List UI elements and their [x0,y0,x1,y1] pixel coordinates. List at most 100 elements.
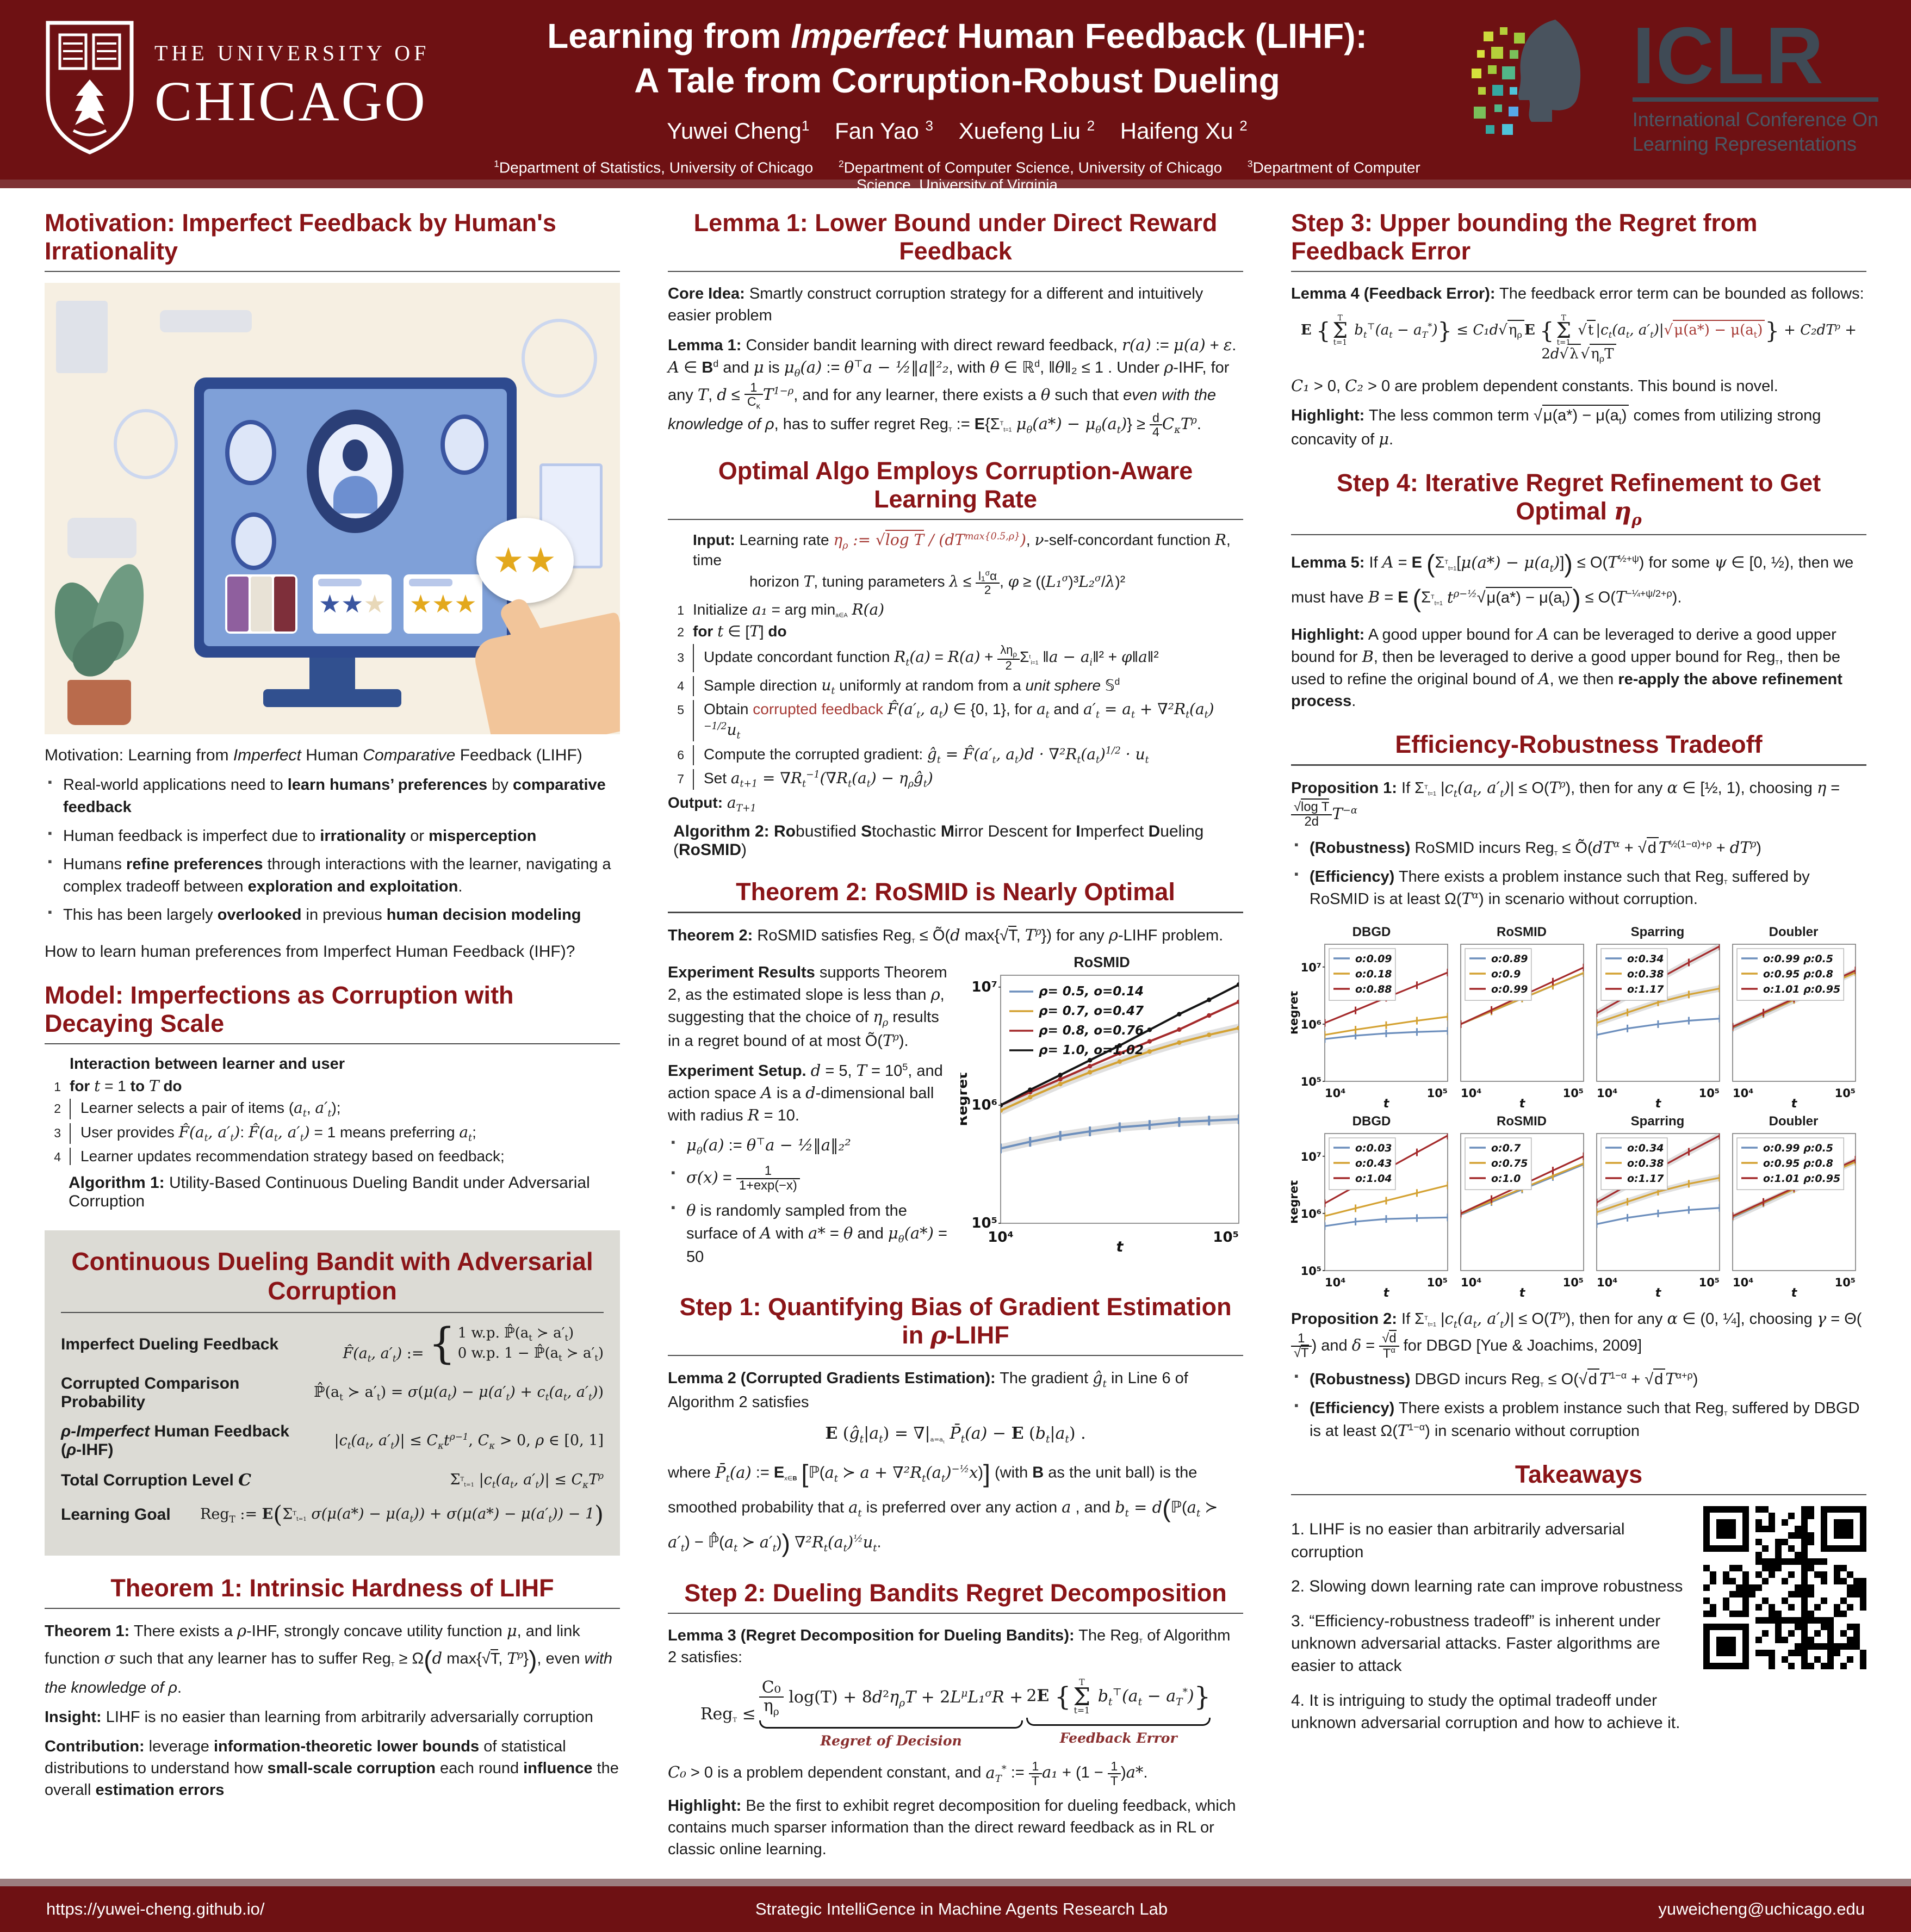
footer-email-link[interactable]: yuweicheng@uchicago.edu [1658,1899,1865,1919]
svg-text:o:0.99 ρ:0.5: o:0.99 ρ:0.5 [1763,1142,1833,1154]
divider [45,1607,620,1609]
chart-title: Sparring [1630,924,1685,939]
theorem2-heading: Theorem 2: RoSMID is Nearly Optimal [736,878,1175,906]
iclr-acronym: ICLR [1632,15,1878,102]
footer-lab-name: Strategic IntelliGence in Machine Agents… [755,1899,1168,1919]
box-row: Total Corruption Level C ΣTt=1 |ct(at, a′… [61,1470,604,1490]
svg-text:10⁵: 10⁵ [971,1215,997,1231]
chart-title: DBGD [1352,1113,1391,1129]
monitor-graphic: ★★ ★ ★★★ [194,377,517,658]
lemma4-intro: Lemma 4 (Feedback Error): The feedback e… [1291,285,1864,302]
svg-text:10⁵: 10⁵ [1699,1276,1720,1289]
svg-text:10⁵: 10⁵ [1301,1265,1321,1278]
column-middle: Lemma 1: Lower Bound under Direct Reward… [668,209,1243,1868]
svg-text:10⁴: 10⁴ [1461,1276,1481,1289]
model-heading: Model: Imperfections as Corruption with … [45,981,514,1038]
svg-text:10⁵: 10⁵ [1835,1276,1856,1289]
svg-text:Regret: Regret [1291,991,1300,1035]
svg-text:10⁴: 10⁴ [1597,1087,1617,1100]
lemma4-constants: C₁ > 0, C₂ > 0 are problem dependent con… [1291,376,1778,395]
divider [668,1354,1243,1357]
svg-text:10⁴: 10⁴ [1597,1276,1617,1289]
svg-text:10⁴: 10⁴ [1733,1276,1753,1289]
theorem1-body: Theorem 1: There exists a ρ-IHF, strongl… [45,1621,613,1697]
column-left: Motivation: Imperfect Feedback by Human'… [45,209,620,1868]
prop1-bullets: (Robustness) RoSMID incurs RegT ≤ Õ(dTα … [1291,837,1866,911]
rating-card-gold: ★★★ [404,574,483,634]
step4-heading: Step 4: Iterative Regret Refinement to G… [1336,468,1821,529]
svg-text:10⁵: 10⁵ [1427,1276,1448,1289]
divider [668,518,1243,521]
svg-text:o:0.75: o:0.75 [1491,1157,1528,1169]
theorem2-body: Theorem 2: RoSMID satisfies RegT ≤ Õ(d m… [668,925,1224,945]
footer: https://yuwei-cheng.github.io/ Strategic… [0,1886,1911,1932]
bullet-item: Humans refine preferences through intera… [45,853,620,897]
column-right: Step 3: Upper bounding the Regret from F… [1291,209,1866,1868]
svg-text:10⁴: 10⁴ [1325,1087,1345,1100]
lemma2-intro: Lemma 2 (Corrupted Gradients Estimation)… [668,1369,1188,1411]
svg-text:t: t [1655,1286,1662,1300]
chart-title: Sparring [1630,1113,1685,1129]
prop2-bullets: (Robustness) DBGD incurs RegT ≤ O(√dT1−α… [1291,1368,1866,1442]
chart-title: RoSMID [1497,924,1547,939]
svg-text:t: t [1383,1286,1390,1300]
takeaways-list: 1. LIHF is no easier than arbitrarily ad… [1291,1520,1683,1732]
box-row: Corrupted Comparison Probability ℙ̂(at ≻ … [61,1374,604,1411]
chart-title: DBGD [1352,924,1391,939]
svg-text:Regret: Regret [1291,1180,1300,1224]
svg-text:10⁵: 10⁵ [1563,1276,1584,1289]
step3-highlight: Highlight: The less common term √μ(a*) −… [1291,405,1866,450]
svg-text:10⁷: 10⁷ [1301,961,1321,974]
plot-rosmid-bottom: RoSMID o:0.7 o:0.75 o:1.0 10⁴ 10⁵ t [1455,1114,1588,1300]
uchicago-logo: THE UNIVERSITY OF CHICAGO [44,18,430,156]
header: THE UNIVERSITY OF CHICAGO Learning from … [0,0,1911,193]
step1-heading: Step 1: Quantifying Bias of Gradient Est… [679,1293,1232,1350]
bullet-item: Real-world applications need to learn hu… [45,774,620,818]
step3-heading: Step 3: Upper bounding the Regret from F… [1291,209,1758,265]
motivation-heading: Motivation: Imperfect Feedback by Human'… [45,209,556,265]
svg-text:o:1.17: o:1.17 [1627,1173,1664,1185]
svg-text:10⁷: 10⁷ [1301,1150,1321,1163]
qr-code [1703,1506,1866,1670]
svg-text:10⁴: 10⁴ [1325,1276,1345,1289]
tradeoff-heading: Efficiency-Robustness Tradeoff [1395,730,1763,759]
chart-title: RoSMID [1497,1113,1547,1129]
svg-text:ρ= 0.8, o=0.76: ρ= 0.8, o=0.76 [1039,1024,1144,1038]
svg-text:o:0.38: o:0.38 [1627,968,1664,980]
motivation-question: How to learn human preferences from Impe… [45,942,575,961]
divider [61,1311,604,1314]
plot-doubler-top: Doubler o:0.99 ρ:0.5 o:0.95 ρ:0.8 o:1.01 ρ:… [1727,925,1860,1111]
svg-text:ρ= 1.0, o=1.02: ρ= 1.0, o=1.02 [1039,1043,1144,1057]
illustration-caption: Motivation: Learning from Imperfect Huma… [45,746,582,764]
bullet-item: Human feedback is imperfect due to irrat… [45,825,620,847]
underbrace-label: Regret of Decision [820,1733,962,1749]
divider [1291,1494,1866,1496]
svg-text:t: t [1383,1097,1390,1111]
affiliations: 1Department of Statistics, University of… [494,158,1420,194]
university-name-line2: CHICAGO [154,70,427,133]
svg-text:o:1.04: o:1.04 [1355,1173,1392,1185]
step4-highlight: Highlight: A good upper bound for A can … [1291,625,1842,710]
svg-text:o:0.34: o:0.34 [1627,1142,1664,1154]
plot-dbgd-top: DBGD o:0.09 o:0.18 o:0.88 10⁴ 10⁵ t 10⁵ 10⁶ 10⁷ Re… [1291,925,1452,1111]
svg-text:t: t [1519,1286,1526,1300]
experiment-setup: Experiment Setup. d = 5, T = 105, and ac… [668,1061,943,1125]
lemma5-body: Lemma 5: If A = E (ΣTt=1[μ(a*) − μ(at)])… [1291,549,1854,613]
svg-text:o:0.34: o:0.34 [1627,953,1664,965]
setup-bullets: μθ(a) := θ⊤a − ½‖a‖₂² σ(x) = 11+exp(−x) … [668,1134,951,1268]
lemma3-equation: RegT ≤ C₀ ηρ log(T) + 8d²ηρT + 2LμL₁σR + R… [700,1677,1211,1749]
svg-text:o:0.7: o:0.7 [1491,1142,1521,1154]
svg-text:t: t [1519,1097,1526,1111]
authors: Yuwei Cheng1 Fan Yao 3 Xuefeng Liu 2 Hai… [667,117,1248,144]
svg-text:o:1.0: o:1.0 [1491,1173,1521,1185]
underbrace-label: Feedback Error [1059,1730,1177,1747]
iclr-head-icon [1471,20,1580,135]
footer-website-link[interactable]: https://yuwei-cheng.github.io/ [46,1899,265,1919]
header-accent-strip [0,179,1911,188]
svg-text:o:1.17: o:1.17 [1627,983,1664,995]
theorem1-contribution: Contribution: leverage information-theor… [45,1738,619,1799]
svg-text:o:0.99 ρ:0.5: o:0.99 ρ:0.5 [1763,953,1833,965]
plant-pot [67,680,131,726]
svg-text:10⁶: 10⁶ [1301,1208,1321,1221]
